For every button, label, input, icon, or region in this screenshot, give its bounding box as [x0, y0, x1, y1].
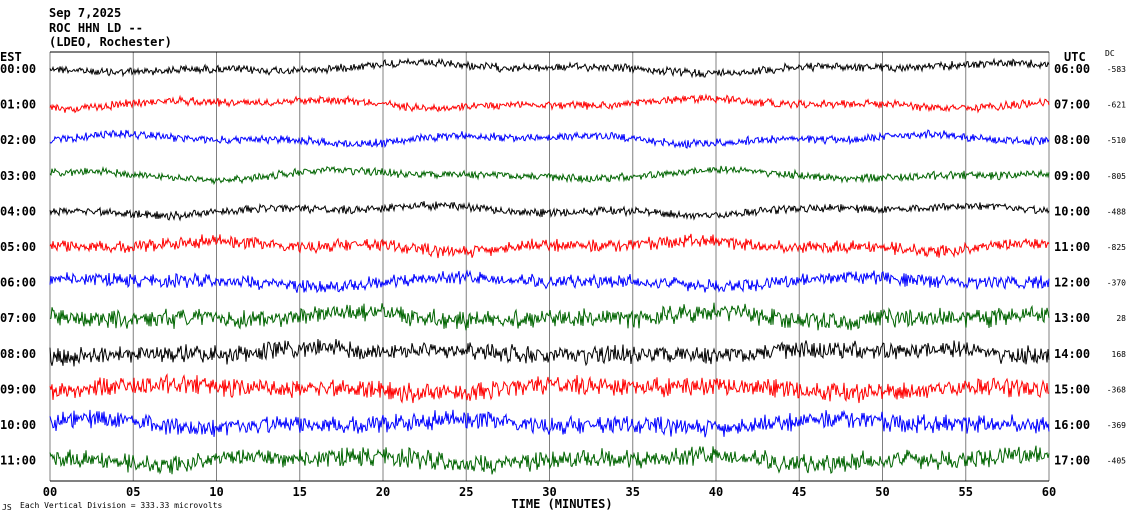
trace-0400	[49, 201, 1050, 222]
trace-0900	[49, 373, 1050, 404]
x-tick-label: 10	[209, 485, 223, 499]
chart-station: ROC HHN LD --	[49, 21, 143, 35]
utc-hour-label: 06:00	[1054, 62, 1090, 76]
est-hour-label: 07:00	[0, 311, 36, 325]
dc-offset-label: -583	[1107, 65, 1126, 74]
x-tick-label: 00	[43, 485, 57, 499]
dc-offset-label: -805	[1107, 172, 1126, 181]
x-tick-label: 35	[626, 485, 640, 499]
est-hour-label: 00:00	[0, 62, 36, 76]
chart-network: (LDEO, Rochester)	[49, 35, 172, 49]
x-tick-label: 05	[126, 485, 140, 499]
trace-0500	[49, 233, 1050, 259]
x-tick-labels: 00 05 10 15 20 25 30 35 40 45 50 55 60	[43, 485, 1056, 499]
x-tick-label: 25	[459, 485, 473, 499]
dc-offset-label: 28	[1116, 314, 1126, 323]
x-tick-label: 30	[542, 485, 556, 499]
chart-date: Sep 7,2025	[49, 6, 121, 20]
utc-hour-label: 07:00	[1054, 98, 1090, 112]
utc-hour-label: 16:00	[1054, 418, 1090, 432]
trace-0700	[49, 302, 1050, 331]
dc-offset-label: -368	[1107, 385, 1126, 394]
utc-hour-label: 17:00	[1054, 454, 1090, 468]
x-axis-label: TIME (MINUTES)	[511, 497, 612, 511]
est-hour-label: 06:00	[0, 276, 36, 290]
dc-offset-label: 168	[1112, 350, 1127, 359]
est-hour-labels: 00:00 01:00 02:00 03:00 04:00 05:00 06:00 07:00…	[0, 62, 36, 468]
trace-1100	[49, 445, 1050, 475]
x-tick-label: 60	[1042, 485, 1056, 499]
footnote: Each Vertical Division = 333.33 microvol…	[20, 501, 222, 510]
x-tick-label: 55	[959, 485, 973, 499]
dc-offset-label: -369	[1107, 421, 1126, 430]
est-hour-label: 09:00	[0, 382, 36, 396]
est-hour-label: 10:00	[0, 418, 36, 432]
est-hour-label: 08:00	[0, 347, 36, 361]
dc-offset-label: -510	[1107, 136, 1126, 145]
dc-offset-label: -370	[1107, 279, 1126, 288]
seismic-traces	[49, 57, 1050, 475]
utc-hour-label: 15:00	[1054, 382, 1090, 396]
x-tick-label: 40	[709, 485, 723, 499]
est-hour-label: 11:00	[0, 454, 36, 468]
utc-hour-labels: 06:00 07:00 08:00 09:00 10:00 11:00 12:00 13:00…	[1054, 62, 1090, 468]
est-hour-label: 01:00	[0, 98, 36, 112]
dc-offset-label: -621	[1107, 101, 1126, 110]
x-tick-label: 45	[792, 485, 806, 499]
right-timezone-label: UTC	[1064, 50, 1086, 64]
est-hour-label: 02:00	[0, 133, 36, 147]
utc-hour-label: 11:00	[1054, 240, 1090, 254]
x-tick-label: 50	[875, 485, 889, 499]
dc-offset-header: DC	[1105, 49, 1115, 58]
left-timezone-label: EST	[0, 50, 22, 64]
est-hour-label: 05:00	[0, 240, 36, 254]
utc-hour-label: 12:00	[1054, 276, 1090, 290]
trace-0800	[49, 338, 1050, 367]
dc-offset-label: -488	[1107, 207, 1126, 216]
trace-0000	[49, 57, 1050, 79]
dc-offset-label: -825	[1107, 243, 1126, 252]
utc-hour-label: 08:00	[1054, 133, 1090, 147]
trace-0200	[49, 129, 1050, 149]
utc-hour-label: 13:00	[1054, 311, 1090, 325]
minute-gridlines	[49, 51, 1050, 482]
est-hour-label: 03:00	[0, 169, 36, 183]
dc-offset-label: -405	[1107, 457, 1126, 466]
dc-offset-labels: -583 -621 -510 -805 -488 -825 -370 28 168 -368 -36…	[1107, 65, 1126, 466]
utc-hour-label: 09:00	[1054, 169, 1090, 183]
utc-hour-label: 14:00	[1054, 347, 1090, 361]
x-tick-label: 20	[376, 485, 390, 499]
trace-0300	[49, 165, 1050, 186]
x-tick-label: 15	[293, 485, 307, 499]
footnote-mark: JS	[2, 503, 12, 512]
utc-hour-label: 10:00	[1054, 204, 1090, 218]
trace-1000	[49, 409, 1050, 438]
trace-0600	[49, 269, 1050, 294]
est-hour-label: 04:00	[0, 204, 36, 218]
trace-0100	[49, 93, 1050, 114]
